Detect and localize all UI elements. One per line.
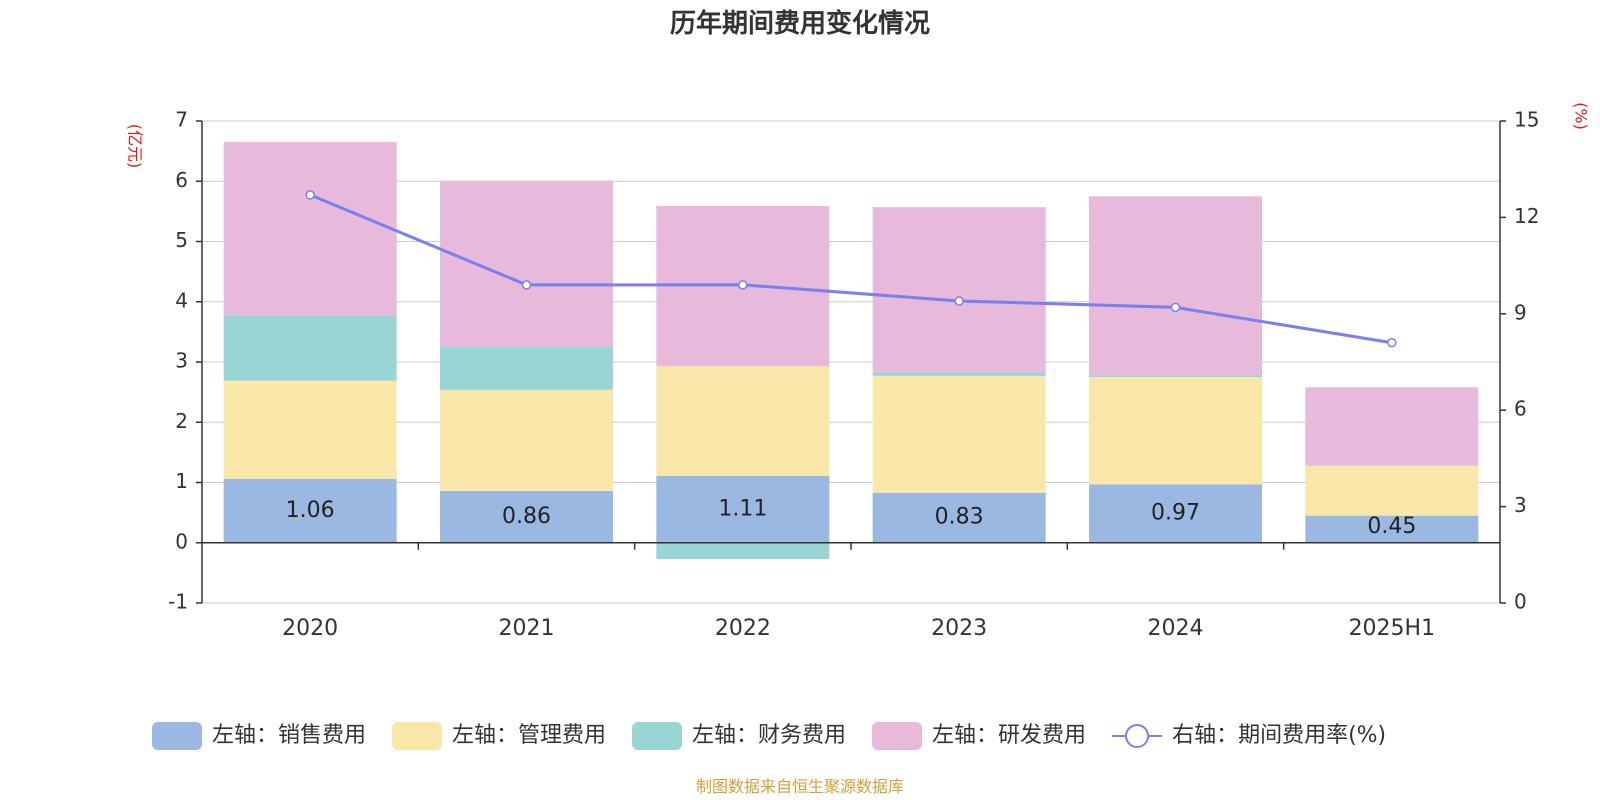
bar-segment <box>223 380 397 479</box>
bar-segment <box>223 315 397 381</box>
bar-segment <box>872 372 1046 376</box>
left-axis-unit: (亿元) <box>126 124 145 169</box>
bar-data-label: 0.86 <box>502 504 551 529</box>
left-tick-label: 4 <box>175 288 188 312</box>
bar-segment <box>440 346 613 390</box>
bar-segment <box>1089 196 1262 376</box>
right-tick-label: 0 <box>1514 590 1527 614</box>
category-label: 2025H1 <box>1349 616 1436 641</box>
category-label: 2023 <box>931 616 987 641</box>
bar-segment <box>1089 377 1262 485</box>
bar-data-label: 1.11 <box>718 496 767 521</box>
grid-lines <box>202 120 1500 604</box>
legend-label: 左轴：研发费用 <box>932 723 1086 748</box>
rate-point <box>521 280 532 290</box>
bar-segment <box>656 475 830 543</box>
left-tick-label: 3 <box>175 349 188 373</box>
bar-segment <box>1305 465 1479 516</box>
right-tick-label: 6 <box>1514 397 1527 421</box>
bar-segment <box>223 142 397 316</box>
category-label: 2020 <box>282 616 338 641</box>
legend-swatch <box>392 722 443 750</box>
bars <box>223 142 1479 560</box>
bar-segment <box>872 207 1046 373</box>
rate-point <box>305 190 315 200</box>
rate-line <box>305 190 1397 348</box>
right-tick-label: 12 <box>1514 204 1539 228</box>
right-tick-label: 9 <box>1514 300 1527 324</box>
bar-data-label: 0.97 <box>1151 501 1200 526</box>
right-axis-unit: (%) <box>1572 102 1591 130</box>
category-label: 2021 <box>499 616 555 641</box>
legend-label: 左轴：财务费用 <box>692 723 846 748</box>
source-note: 制图数据来自恒生聚源数据库 <box>696 777 904 796</box>
legend-swatch <box>872 722 923 750</box>
left-tick-label: 2 <box>175 409 188 433</box>
category-label: 2022 <box>715 616 771 641</box>
legend-label: 左轴：销售费用 <box>212 723 366 748</box>
left-tick-label: -1 <box>168 590 188 614</box>
left-tick-label: 0 <box>175 529 188 553</box>
rate-point <box>954 296 964 306</box>
bar-segment <box>440 389 613 491</box>
bar-segment <box>440 180 613 347</box>
left-tick-label: 1 <box>175 469 188 493</box>
chart-title: 历年期间费用变化情况 <box>670 8 930 39</box>
legend-label: 右轴：期间费用率(%) <box>1172 723 1386 748</box>
legend-label: 左轴：管理费用 <box>452 723 606 748</box>
rate-point <box>738 280 748 290</box>
right-tick-label: 3 <box>1514 493 1527 517</box>
bar-segment <box>1305 515 1479 543</box>
left-tick-label: 6 <box>175 168 188 192</box>
bar-data-label: 0.83 <box>935 505 984 530</box>
rate-point <box>1170 302 1181 313</box>
bar-segment <box>440 490 613 543</box>
bar-data-label: 0.45 <box>1367 514 1416 539</box>
bar-segment <box>872 375 1046 493</box>
bar-segment <box>656 542 830 560</box>
bar-segment <box>1089 375 1262 378</box>
legend-circle-marker <box>1125 724 1150 748</box>
legend-swatch <box>152 722 202 750</box>
left-tick-label: 7 <box>175 108 188 132</box>
bar-data-label: 1.06 <box>286 498 335 523</box>
bar-segment <box>872 492 1046 543</box>
bar-segment <box>656 366 830 476</box>
rate-line-path <box>309 193 1393 345</box>
bar-segment <box>223 478 397 543</box>
legend-swatch <box>632 722 683 750</box>
right-tick-label: 15 <box>1514 108 1539 132</box>
category-label: 2024 <box>1148 616 1204 641</box>
bar-segment <box>1089 484 1262 543</box>
rate-point <box>1387 337 1397 348</box>
data-labels: 1.06 0.86 1.11 0.83 0.97 0.45 <box>286 496 1417 538</box>
bar-segment <box>1305 387 1479 466</box>
legend: 左轴：销售费用 左轴：管理费用 左轴：财务费用 左轴：研发费用 右轴：期间费用率(%) <box>152 722 1386 750</box>
left-tick-label: 5 <box>175 228 188 252</box>
